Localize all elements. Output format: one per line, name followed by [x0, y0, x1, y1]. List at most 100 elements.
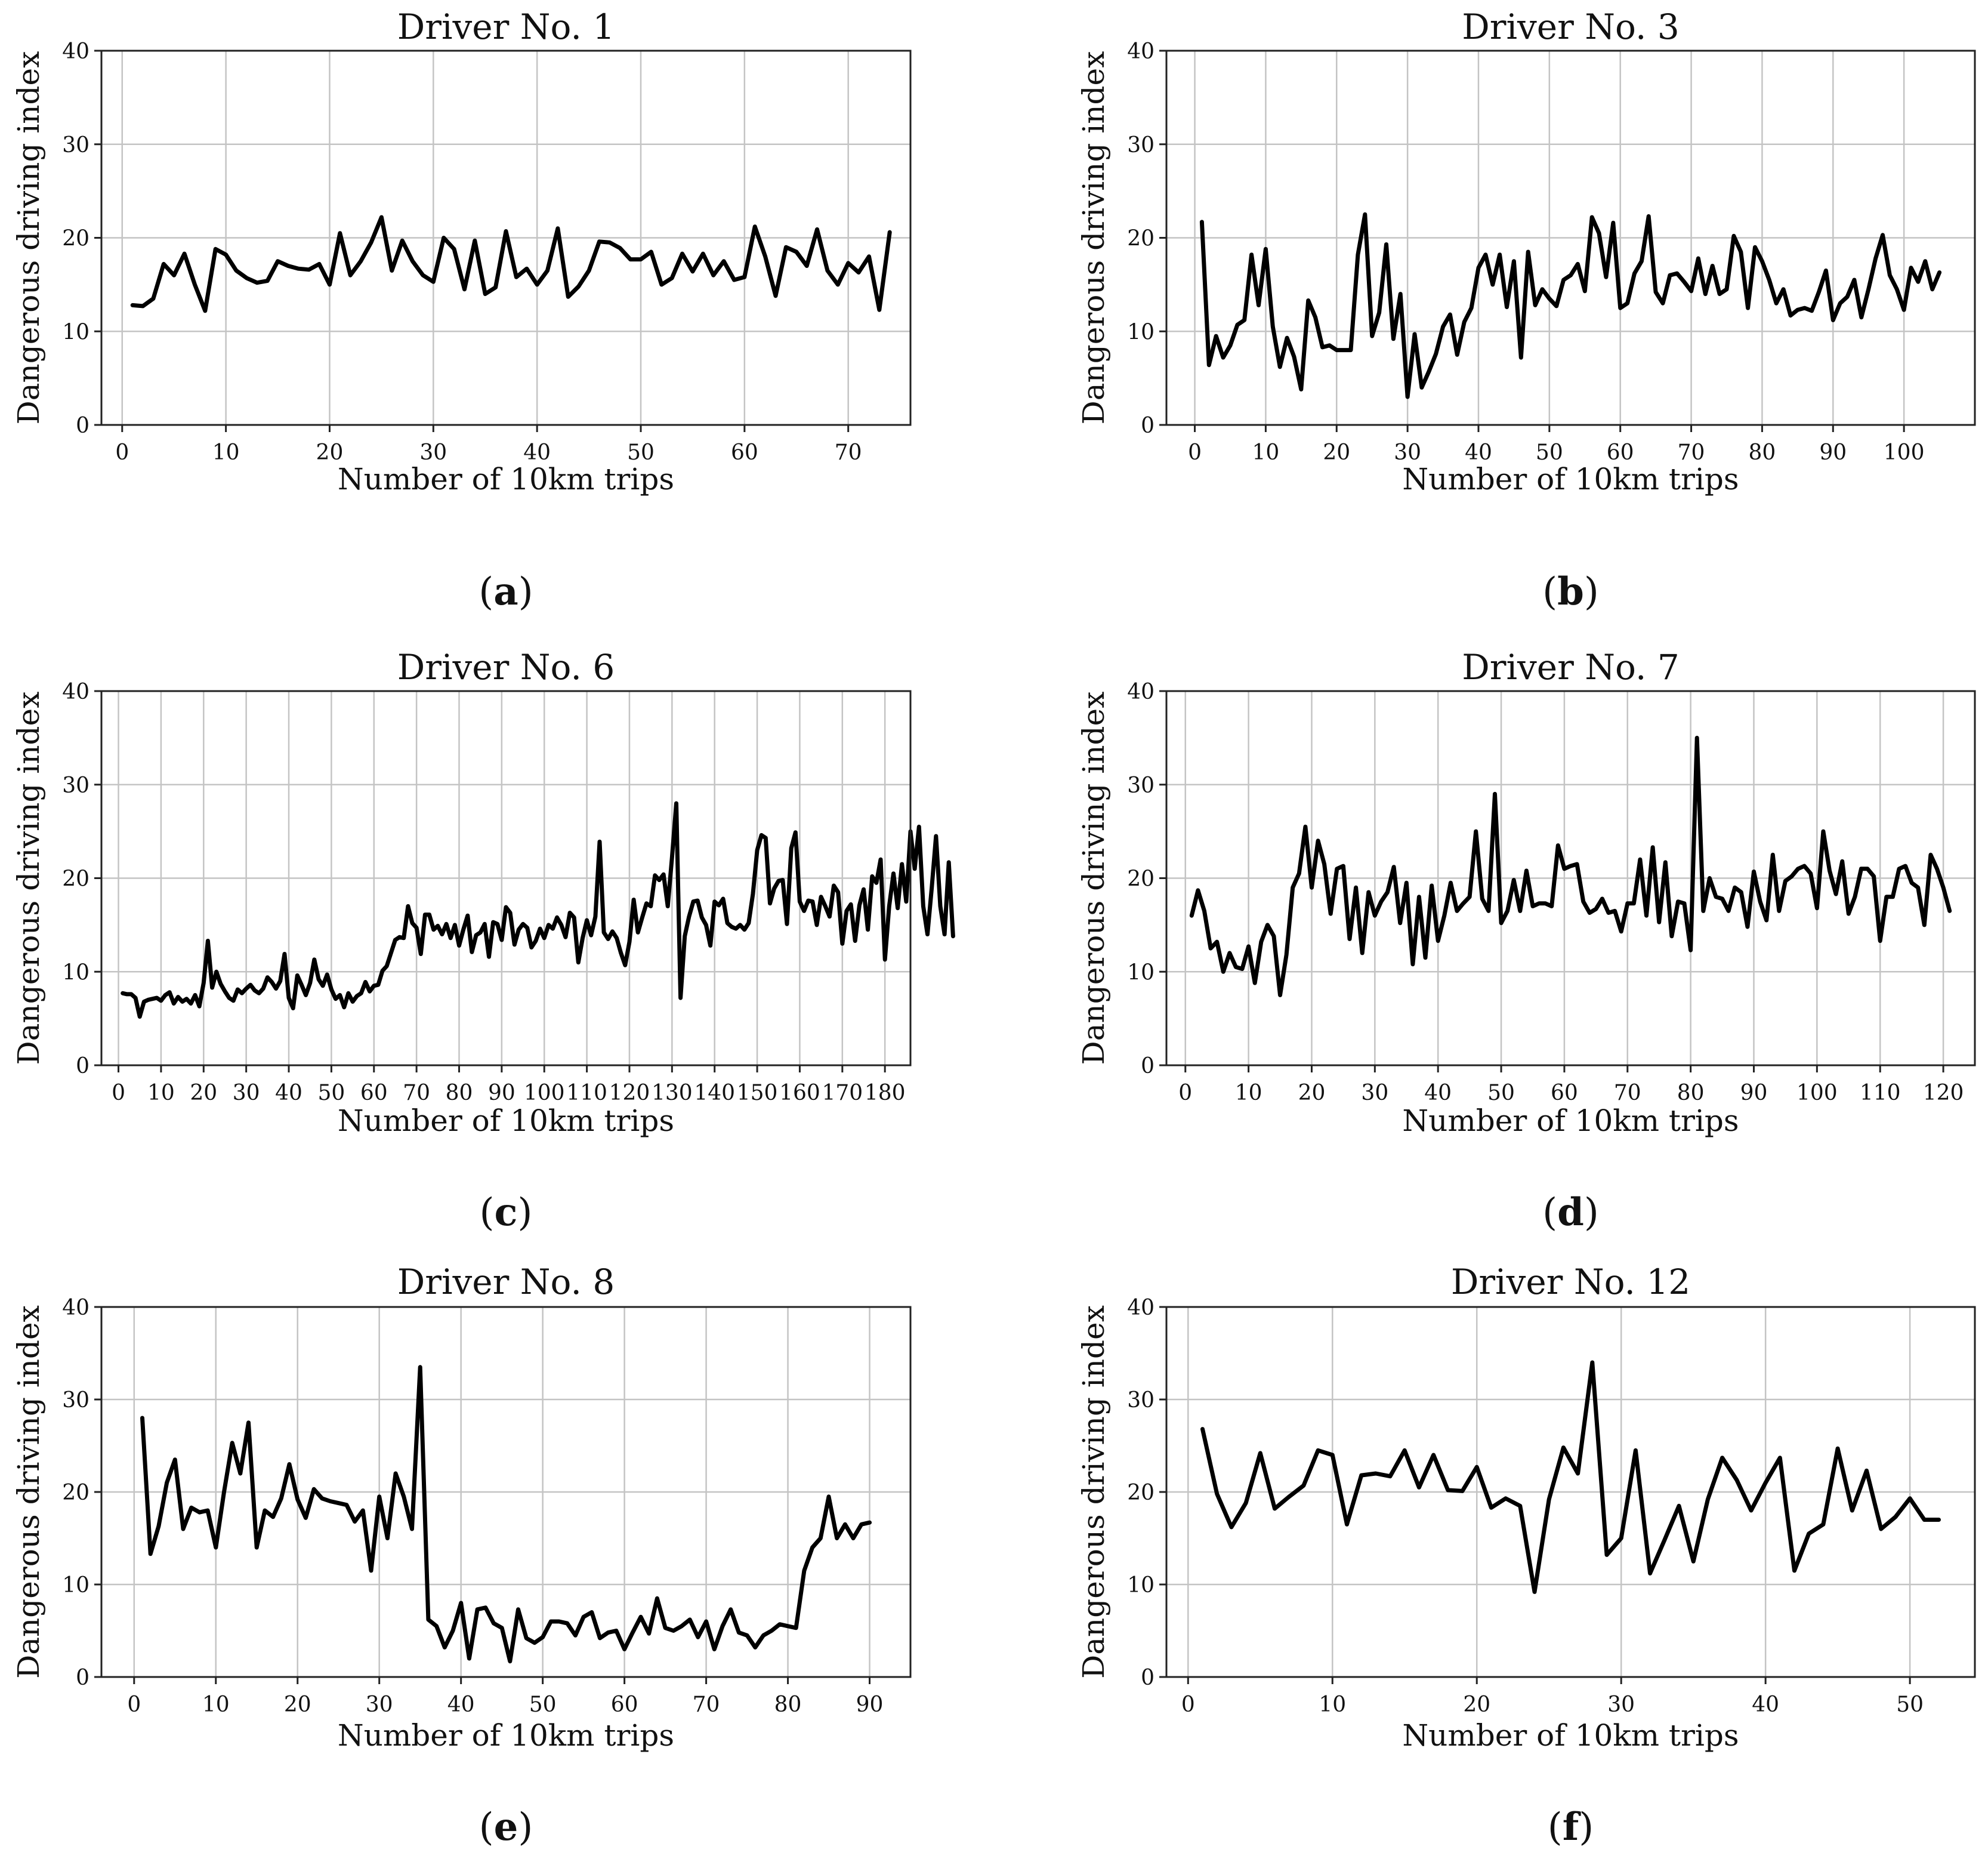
panel-label-letter: b	[1557, 569, 1584, 614]
x-axis-label: Number of 10km trips	[1402, 462, 1739, 497]
panel-label-open-paren: (	[1548, 1805, 1563, 1849]
panel-label-close-paren: )	[1579, 1805, 1594, 1849]
x-tick-label: 20	[284, 1692, 311, 1717]
x-tick-label: 40	[523, 440, 551, 465]
x-tick-label: 30	[366, 1692, 393, 1717]
x-tick-label: 130	[652, 1081, 693, 1105]
y-tick-label: 20	[1127, 1481, 1154, 1505]
charts-container: 0 10 20 30 40 50 60 70 0 10 20 30 40 Driver No. 1 Numb…	[11, 7, 1976, 1849]
x-tick-label: 50	[529, 1692, 557, 1717]
y-axis-label: Dangerous driving index	[1076, 692, 1111, 1065]
x-tick-label: 90	[1740, 1081, 1768, 1105]
y-tick-label: 30	[1127, 773, 1154, 798]
y-tick-label: 0	[1141, 414, 1154, 438]
x-tick-label: 20	[190, 1081, 217, 1105]
x-tick-label: 10	[147, 1081, 175, 1105]
x-axis-label: Number of 10km trips	[338, 1103, 674, 1138]
y-tick-label: 30	[62, 773, 89, 798]
y-tick-label: 10	[62, 320, 89, 344]
x-tick-label: 80	[1749, 440, 1776, 465]
x-tick-label: 50	[317, 1081, 345, 1105]
y-axis-label: Dangerous driving index	[1076, 1305, 1111, 1679]
data-line-b	[1199, 212, 1942, 399]
y-tick-label: 30	[1127, 1388, 1154, 1413]
data-line-a	[130, 215, 892, 313]
panel-label-open-paren: (	[1542, 570, 1557, 614]
x-tick-label: 170	[822, 1081, 863, 1105]
y-tick-label: 30	[1127, 133, 1154, 158]
x-axis-label: Number of 10km trips	[338, 1718, 674, 1753]
panel-label-close-paren: )	[518, 570, 533, 614]
y-tick-label: 20	[1127, 227, 1154, 251]
x-tick-label: 120	[1923, 1081, 1964, 1105]
chart-title: Driver No. 3	[1462, 7, 1679, 47]
y-axis-label: Dangerous driving index	[11, 692, 46, 1065]
x-tick-label: 70	[835, 440, 862, 465]
x-tick-label: 50	[1487, 1081, 1515, 1105]
chart-title: Driver No. 7	[1462, 647, 1679, 688]
x-tick-label: 60	[1551, 1081, 1578, 1105]
y-tick-label: 40	[1127, 1296, 1154, 1320]
panel-label-close-paren: )	[1584, 570, 1599, 614]
panel-label-letter: a	[493, 569, 518, 614]
y-tick-label: 0	[76, 1054, 89, 1078]
x-tick-label: 70	[1614, 1081, 1641, 1105]
y-tick-label: 40	[1127, 39, 1154, 64]
data-line-e	[140, 1365, 872, 1664]
x-axis-label: Number of 10km trips	[338, 462, 674, 497]
x-tick-label: 40	[1465, 440, 1492, 465]
x-tick-label: 10	[1319, 1692, 1346, 1717]
y-tick-label: 40	[1127, 680, 1154, 704]
y-tick-label: 10	[62, 960, 89, 985]
x-tick-label: 80	[1677, 1081, 1705, 1105]
panel-label: (c)	[480, 1190, 533, 1235]
x-tick-label: 80	[446, 1081, 473, 1105]
x-tick-label: 90	[1819, 440, 1847, 465]
data-line-d	[1189, 735, 1952, 997]
x-tick-label: 20	[1323, 440, 1350, 465]
x-tick-label: 40	[1424, 1081, 1452, 1105]
x-tick-label: 0	[115, 440, 129, 465]
chart-title: Driver No. 6	[397, 647, 615, 688]
y-tick-label: 30	[62, 133, 89, 158]
x-tick-label: 70	[693, 1692, 720, 1717]
panel-label-open-paren: (	[479, 570, 493, 614]
y-tick-label: 30	[62, 1388, 89, 1413]
panel-label: (e)	[479, 1805, 533, 1849]
panel-label-open-paren: (	[1542, 1191, 1557, 1235]
x-tick-label: 150	[737, 1081, 778, 1105]
x-tick-label: 0	[1188, 440, 1202, 465]
panel-label-close-paren: )	[518, 1805, 533, 1849]
x-tick-label: 0	[112, 1081, 125, 1105]
x-axis-label: Number of 10km trips	[1402, 1103, 1739, 1138]
y-tick-label: 40	[62, 680, 89, 704]
y-tick-label: 10	[1127, 1573, 1154, 1598]
chart-panel-f: 0 10 20 30 40 50 0 10 20 30 40 Driver No. 12 Number …	[1076, 1262, 1976, 1849]
x-tick-label: 30	[1394, 440, 1421, 465]
chart-panel-d: 0 10 20 30 40 50 60 70 80 90 100 110 120 0 10 20 30 40 Dri…	[1076, 647, 1976, 1235]
panel-label: (f)	[1548, 1805, 1594, 1849]
x-tick-label: 80	[774, 1692, 802, 1717]
y-axis-label: Dangerous driving index	[11, 1305, 46, 1679]
x-tick-label: 60	[611, 1692, 638, 1717]
x-tick-label: 30	[1361, 1081, 1388, 1105]
panel-label-open-paren: (	[479, 1805, 494, 1849]
y-tick-label: 40	[62, 39, 89, 64]
panel-label: (a)	[479, 569, 533, 614]
x-tick-label: 50	[1536, 440, 1563, 465]
x-tick-label: 120	[609, 1081, 650, 1105]
y-tick-label: 0	[1141, 1054, 1154, 1078]
panel-label-letter: f	[1563, 1805, 1581, 1849]
x-tick-label: 160	[779, 1081, 820, 1105]
x-tick-label: 60	[1607, 440, 1634, 465]
x-tick-label: 10	[1252, 440, 1279, 465]
x-tick-label: 30	[1607, 1692, 1635, 1717]
x-tick-label: 30	[233, 1081, 260, 1105]
y-tick-label: 0	[1141, 1666, 1154, 1690]
y-tick-label: 10	[62, 1573, 89, 1598]
y-tick-label: 0	[76, 1666, 89, 1690]
chart-panel-b: 0 10 20 30 40 50 60 70 80 90 100 0 10 20 30 40 Driver No…	[1076, 7, 1976, 614]
chart-title: Driver No. 1	[397, 7, 615, 47]
chart-panel-a: 0 10 20 30 40 50 60 70 0 10 20 30 40 Driver No. 1 Numb…	[11, 7, 912, 614]
